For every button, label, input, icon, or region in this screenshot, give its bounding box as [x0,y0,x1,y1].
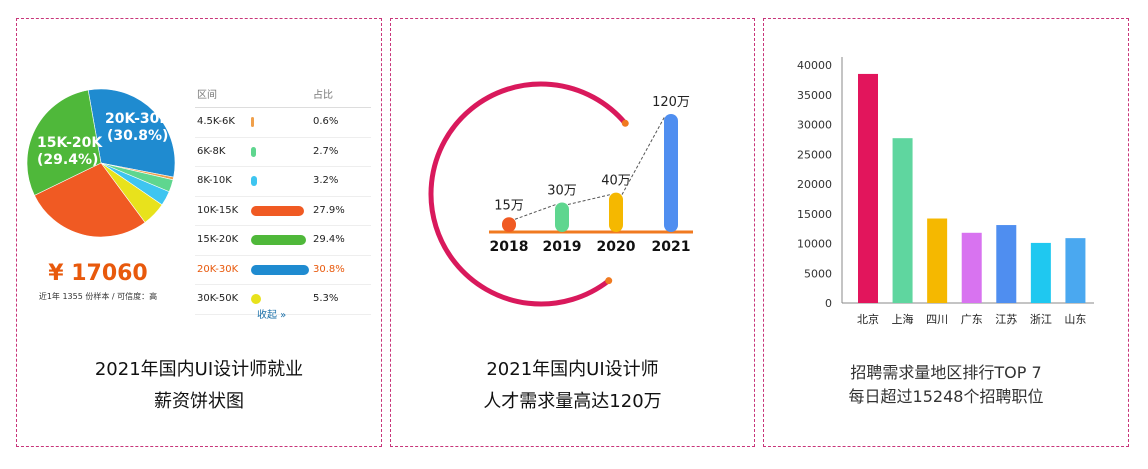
pie-slice-20K-30K [87,88,176,178]
bar-2021 [664,114,678,232]
bar-label-2018: 15万 [494,198,524,213]
row-ratio-bar [251,264,309,275]
y-tick-label: 30000 [797,119,832,132]
trend-line [514,204,557,220]
header-ratio: 占比 [313,90,333,101]
row-range: 6K-8K [197,145,226,157]
x-tick-上海: 上海 [892,312,914,326]
year-label-2018: 2018 [490,239,529,255]
salary-sample-note: 近1年 1355 份样本 / 可信度：高 [38,292,158,301]
panel3-caption-line1: 招聘需求量地区排行TOP 7 [850,363,1042,382]
header-range: 区间 [197,90,217,101]
panel1-caption-line1: 2021年国内UI设计师就业 [94,359,304,380]
bar-北京 [858,73,878,303]
bar-江苏 [996,225,1017,303]
salary-table-header: 区间 占比 [195,85,371,108]
pie-label-20-30-pct: (30.8%) [107,128,168,144]
x-tick-山东: 山东 [1064,313,1086,326]
row-ratio: 3.2% [313,175,339,186]
bar-2018 [502,217,516,232]
bar-上海 [892,138,913,303]
x-tick-北京: 北京 [857,312,879,326]
demand-growth-panel: 15万 2018 30万 2019 40万 2020 120万 2021 2021年国内UI设… [390,18,755,447]
panel1-caption-line2: 薪资饼状图 [154,391,244,412]
bar-四川 [927,218,948,303]
pie-label-20-30: 20K-30K [105,111,171,127]
row-range: 8K-10K [197,175,232,186]
row-ratio-bar [251,117,254,127]
salary-table-row: 8K-10K 3.2% [195,167,371,197]
bar-浙江 [1030,242,1051,303]
row-ratio: 0.6% [313,116,339,127]
panel2-caption-line1: 2021年国内UI设计师 [486,359,659,380]
y-tick-label: 5000 [804,267,832,280]
salary-table-row: 20K-30K 30.8% [195,256,371,285]
pie-label-15-20: 15K-20K [37,135,103,151]
x-tick-四川: 四川 [926,313,948,326]
pie-label-15-20-pct: (29.4%) [37,152,98,168]
bar-label-2020: 40万 [601,174,631,189]
bar-2020 [609,192,623,232]
y-tick-label: 40000 [797,59,832,72]
row-ratio-bar [251,294,261,304]
row-range: 4.5K-6K [197,116,235,127]
row-ratio: 2.7% [313,145,339,157]
y-tick-label: 15000 [797,208,832,221]
bar-label-2021: 120万 [652,95,690,110]
region-bar-chart: 0 5000 10000 15000 20000 25000 30000 35000 40000… [797,57,1094,326]
demand-arc [428,81,628,307]
panel2-caption-line2: 人才需求量高达120万 [483,391,662,412]
panel3-caption-line2: 每日超过15248个招聘职位 [848,387,1044,406]
salary-table-row: 4.5K-6K 0.6% [195,108,371,138]
row-range: 30K-50K [197,293,239,304]
salary-table-row: 10K-15K 27.9% [195,197,371,226]
demand-growth-chart: 15万 2018 30万 2019 40万 2020 120万 2021 [428,81,693,307]
x-tick-浙江: 浙江 [1030,313,1052,326]
y-tick-label: 35000 [797,89,832,102]
average-salary: ¥ 17060 [48,261,148,286]
salary-table-row: 15K-20K 29.4% [195,226,371,256]
arc-end-dot-top [621,119,629,127]
y-tick-label: 0 [825,297,832,310]
row-ratio-bar [251,176,258,186]
row-range: 15K-20K [197,234,239,245]
trend-line [567,194,611,205]
salary-pie-panel: 20K-30K (30.8%) 15K-20K (29.4%) 区间 占比 4.5K-… [16,18,382,447]
row-ratio: 30.8% [313,263,345,275]
salary-pie-chart: 20K-30K(30.8%)15K-20K(29.4%) [26,88,176,238]
row-ratio: 29.4% [313,234,345,245]
year-label-2021: 2021 [652,239,691,255]
row-ratio-bar [251,235,307,245]
region-ranking-panel: 0 5000 10000 15000 20000 25000 30000 35000 40000… [763,18,1129,447]
collapse-link[interactable]: 收起 » [257,310,287,321]
pie-slice-15K-20K [26,89,102,196]
row-ratio: 5.3% [313,293,339,304]
y-tick-label: 10000 [797,238,832,251]
x-tick-广东: 广东 [961,313,983,326]
salary-table-row: 30K-50K 5.3% [195,285,371,315]
salary-table: 区间 占比 4.5K-6K 0.6% 6K-8K 2.7% 8K-10K 3.2% 10K-… [195,85,371,315]
arc-end-dot-bottom [605,277,613,285]
bar-山东 [1065,238,1086,303]
row-range: 10K-15K [197,204,239,216]
year-label-2020: 2020 [597,239,636,255]
bar-label-2019: 30万 [547,184,577,199]
pie-slice-10K-15K [34,162,146,238]
row-ratio-bar [251,205,304,216]
y-tick-label: 20000 [797,178,832,191]
row-range: 20K-30K [197,263,239,275]
year-label-2019: 2019 [543,239,582,255]
x-tick-江苏: 江苏 [995,313,1017,326]
y-tick-label: 25000 [797,148,832,161]
salary-table-row: 6K-8K 2.7% [195,138,371,167]
bar-广东 [961,232,982,303]
row-ratio: 27.9% [313,204,345,216]
row-ratio-bar [251,146,257,157]
bar-2019 [555,202,569,232]
